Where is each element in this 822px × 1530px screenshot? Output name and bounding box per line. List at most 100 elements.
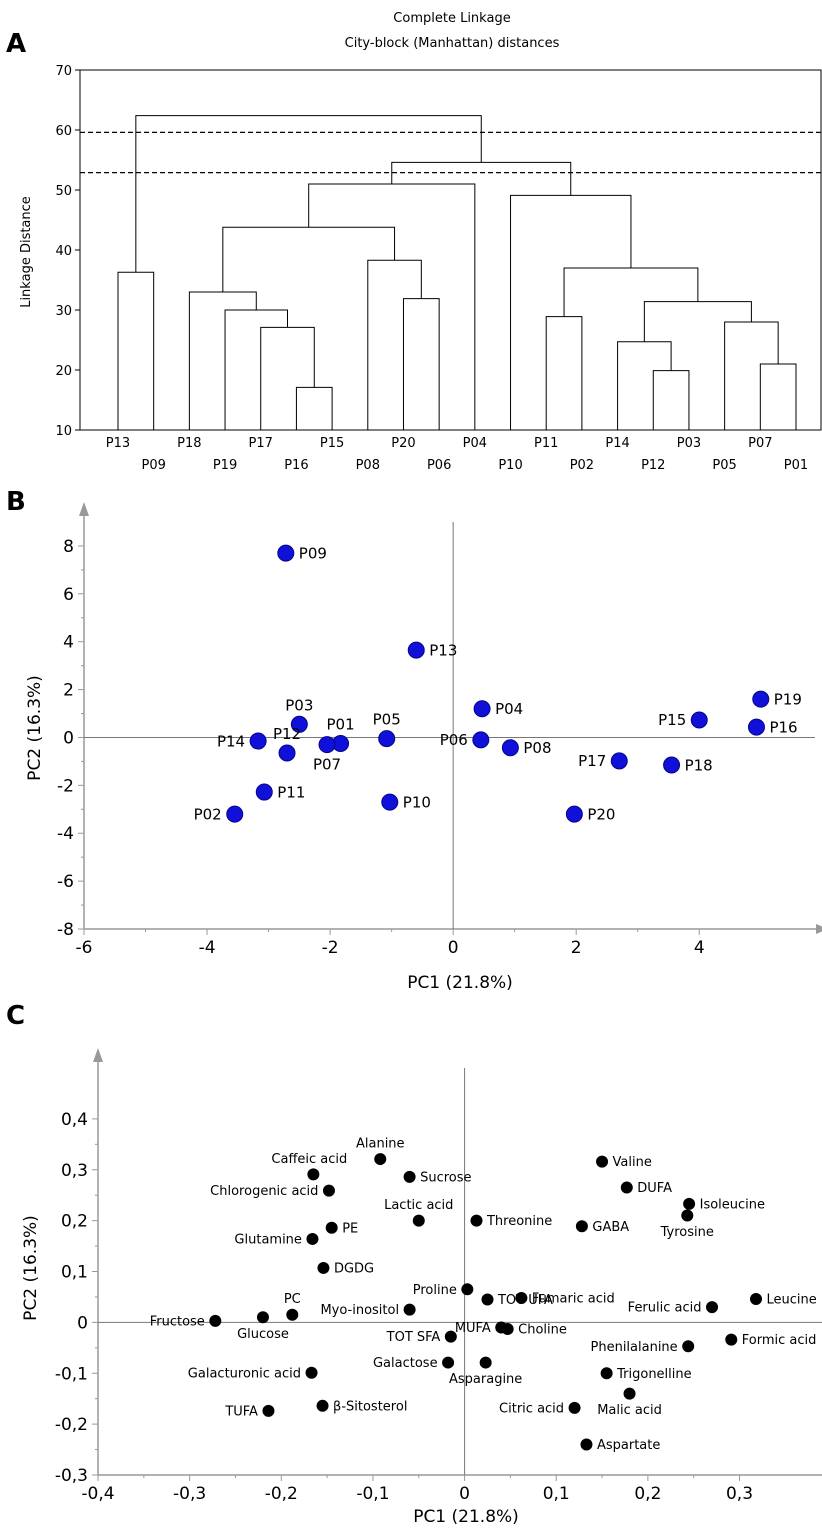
dendrogram-chart: A Complete Linkage City-block (Manhattan… [6, 11, 822, 473]
leaf-label: P08 [356, 458, 380, 473]
data-point [255, 783, 273, 801]
point-label: P17 [578, 752, 606, 770]
leaf-label: P16 [284, 458, 308, 473]
data-point [278, 744, 296, 762]
data-point [472, 731, 490, 749]
point-label: P10 [403, 793, 431, 811]
x-tick-label: 4 [694, 938, 705, 958]
point-label: Chlorogenic acid [210, 1184, 318, 1199]
dendrogram-link [222, 226, 396, 292]
leaf-label: P14 [605, 436, 629, 451]
dendrogram-subtitle: City-block (Manhattan) distances [345, 36, 560, 51]
data-point [444, 1330, 457, 1343]
leaf-label: P04 [463, 436, 487, 451]
data-point [580, 1438, 593, 1451]
data-point [403, 1170, 416, 1183]
y-axis-title: PC2 (16.3%) [21, 1215, 41, 1321]
data-point [317, 1261, 330, 1274]
y-tick-label: 0,2 [61, 1212, 88, 1232]
x-axis-title: PC1 (21.8%) [413, 1507, 519, 1527]
leaf-label: P09 [141, 458, 165, 473]
y-tick-label: -0,2 [55, 1415, 88, 1435]
y-axis-arrow [79, 502, 89, 516]
leaf-label: P06 [427, 458, 451, 473]
y-tick-label: 0 [63, 728, 74, 748]
leaf-label: P11 [534, 436, 558, 451]
data-point [374, 1153, 387, 1166]
y-tick-label: -8 [57, 920, 74, 940]
data-point [307, 1168, 320, 1181]
loading-plot: C PC1 (21.8%) PC2 (16.3%) -0,4 -0,3 -0,2 -0… [6, 1001, 822, 1527]
data-point [442, 1356, 455, 1369]
plot-frame [79, 69, 822, 431]
data-point [277, 544, 295, 562]
leaf-label: P10 [498, 458, 522, 473]
dendrogram-link [295, 386, 333, 430]
dendrogram-link [545, 316, 583, 430]
point-label: Asparagine [449, 1372, 522, 1387]
point-label: P08 [523, 739, 551, 757]
dendrogram-link [391, 161, 572, 196]
data-point [316, 1399, 329, 1412]
data-point [256, 1311, 269, 1324]
point-label: P02 [194, 805, 222, 823]
y-tick-label: -2 [57, 776, 74, 796]
point-label: Glutamine [234, 1232, 302, 1247]
point-label: Galacturonic acid [188, 1366, 301, 1381]
y-tick-label: 0,1 [61, 1263, 88, 1283]
point-label: DUFA [637, 1181, 672, 1196]
point-label: P16 [769, 718, 797, 736]
point-label: Myo-inositol [320, 1303, 399, 1318]
x-axis-arrow [816, 924, 822, 934]
panel-letter-c: C [6, 1001, 25, 1031]
data-point [470, 1214, 483, 1227]
y-tick-label: 8 [63, 537, 74, 557]
data-point [249, 732, 267, 750]
dendrogram-link [135, 115, 482, 273]
point-label: PE [342, 1221, 358, 1236]
point-label: Proline [413, 1283, 457, 1298]
panel-letter-a: A [6, 29, 26, 59]
data-point [706, 1301, 719, 1314]
x-tick-label: -6 [76, 938, 93, 958]
y-tick-label: -6 [57, 872, 74, 892]
y-tick-label: -0,1 [55, 1364, 88, 1384]
point-label: P07 [313, 756, 341, 774]
data-point [412, 1214, 425, 1227]
data-point [568, 1401, 581, 1414]
leaf-label: P12 [641, 458, 665, 473]
leaf-label: P02 [570, 458, 594, 473]
y-tick-label: 70 [55, 64, 72, 79]
data-point [515, 1291, 528, 1304]
data-point [683, 1197, 696, 1210]
data-point [325, 1221, 338, 1234]
x-tick-label: -2 [322, 938, 339, 958]
point-label: Lactic acid [384, 1198, 453, 1213]
data-point [575, 1220, 588, 1233]
dendrogram-link [510, 194, 632, 430]
data-point [403, 1303, 416, 1316]
panel-b: B PC1 (21.8%) PC2 (16.3%) -6 -4 -2 0 2 4 -8 -6-… [0, 478, 822, 998]
point-label: P14 [217, 732, 245, 750]
point-label: Glucose [237, 1327, 289, 1342]
loading-plot-area: -0,4 -0,3 -0,2 -0,1 0 0,1 0,2 0,3-0,3-0,2-0,100… [55, 1048, 822, 1504]
point-label: Choline [518, 1323, 567, 1338]
point-label: Malic acid [597, 1403, 662, 1418]
data-point [623, 1387, 636, 1400]
x-tick-label: 0 [459, 1484, 470, 1504]
point-label: P09 [299, 544, 327, 562]
point-label: Citric acid [499, 1401, 564, 1416]
dendrogram-link [724, 321, 779, 430]
data-point [501, 739, 519, 757]
point-label: TUFA [224, 1404, 258, 1419]
leaf-label: P15 [320, 436, 344, 451]
data-point [473, 700, 491, 718]
data-point [262, 1404, 275, 1417]
x-tick-label: -4 [199, 938, 216, 958]
point-label: Tyrosine [660, 1225, 714, 1240]
leaf-label: P18 [177, 436, 201, 451]
point-label: P18 [685, 756, 713, 774]
dendrogram-link [117, 271, 155, 430]
y-axis-title: Linkage Distance [19, 196, 34, 308]
data-point [461, 1283, 474, 1296]
